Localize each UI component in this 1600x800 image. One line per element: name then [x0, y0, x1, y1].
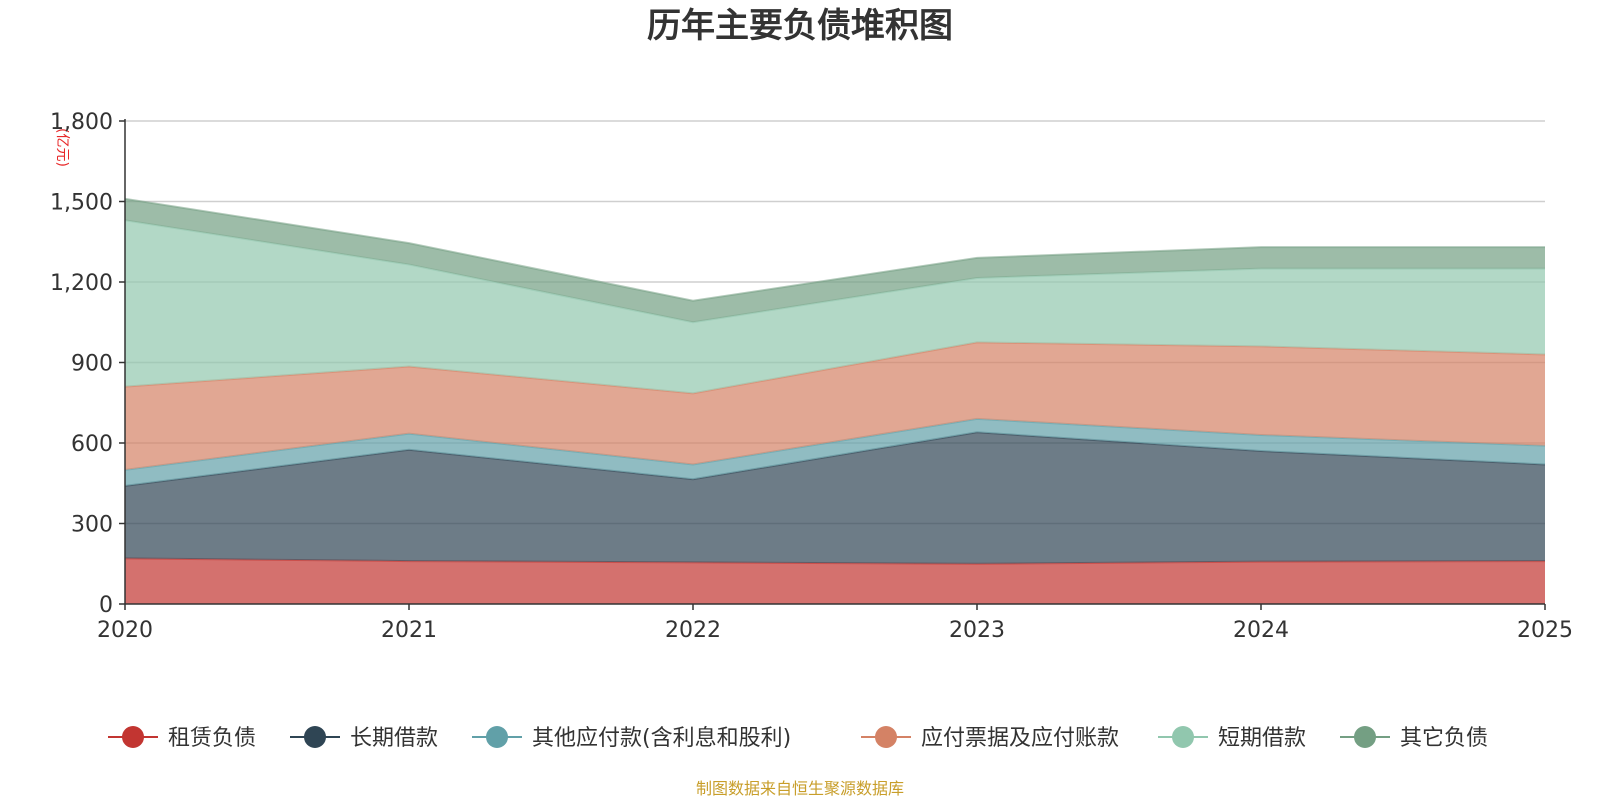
y-tick-label: 1,500 — [50, 191, 113, 216]
legend-label: 其它负债 — [1400, 726, 1488, 751]
area-series-其它负债[interactable] — [125, 198, 1545, 323]
area-series-短期借款[interactable] — [125, 220, 1545, 394]
legend-circle-marker — [304, 726, 326, 748]
source-note: 制图数据来自恒生聚源数据库 — [696, 779, 904, 798]
y-tick-label: 300 — [71, 513, 113, 538]
legend-label: 长期借款 — [350, 726, 438, 751]
x-tick-label: 2023 — [949, 618, 1005, 643]
area-series-应付票据及应付账款[interactable] — [125, 342, 1545, 470]
chart-title: 历年主要负债堆积图 — [647, 6, 953, 46]
legend-label: 租赁负债 — [168, 726, 256, 751]
legend-label: 应付票据及应付账款 — [921, 726, 1119, 751]
legend-circle-marker — [1354, 726, 1376, 748]
legend-circle-marker — [122, 726, 144, 748]
legend-circle-marker — [486, 726, 508, 748]
x-tick-label: 2021 — [381, 618, 437, 643]
legend-item[interactable]: 应付票据及应付账款 — [861, 726, 1119, 751]
legend-circle-marker — [875, 726, 897, 748]
x-tick-label: 2022 — [665, 618, 721, 643]
legend[interactable]: 租赁负债 长期借款 其他应付款(含利息和股利) 应付票据及应付账款 短期借款 其它负债 — [108, 726, 1488, 751]
legend-item[interactable]: 租赁负债 — [108, 726, 256, 751]
x-tick-label: 2025 — [1517, 618, 1573, 643]
area-series-layer — [124, 197, 1546, 604]
y-tick-label: 0 — [99, 593, 113, 618]
area-series-其他应付款(含利息和股利)[interactable] — [125, 418, 1545, 486]
line-series-其它负债 — [124, 197, 1545, 302]
y-axis-unit-label: (亿元) — [54, 128, 70, 167]
axes: 0 300 600 900 1,200 1,500 1,800 2020 2021 2022 202… — [50, 110, 1573, 643]
legend-item[interactable]: 长期借款 — [290, 726, 438, 751]
legend-label: 短期借款 — [1218, 726, 1306, 751]
legend-item[interactable]: 其他应付款(含利息和股利) — [472, 726, 791, 751]
y-tick-label: 1,200 — [50, 271, 113, 296]
y-tick-label: 600 — [71, 432, 113, 457]
legend-circle-marker — [1172, 726, 1194, 748]
area-series-租赁负债[interactable] — [125, 558, 1545, 604]
y-tick-label: 900 — [71, 352, 113, 377]
x-tick-label: 2024 — [1233, 618, 1289, 643]
legend-item[interactable]: 其它负债 — [1340, 726, 1488, 751]
legend-item[interactable]: 短期借款 — [1158, 726, 1306, 751]
x-tick-label: 2020 — [97, 618, 153, 643]
area-series-长期借款[interactable] — [125, 432, 1545, 564]
legend-label: 其他应付款(含利息和股利) — [532, 726, 791, 751]
y-tick-label: 1,800 — [50, 110, 113, 135]
